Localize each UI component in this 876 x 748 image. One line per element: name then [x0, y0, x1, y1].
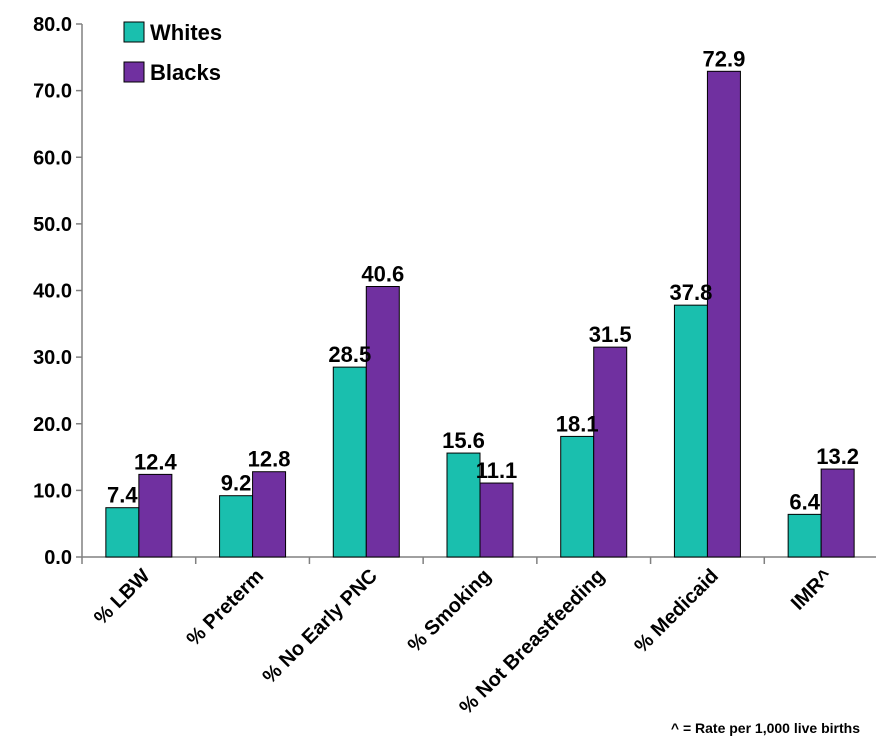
data-label-whites: 9.2 [221, 471, 252, 496]
data-label-blacks: 12.8 [248, 447, 291, 472]
data-labels: 7.4 9.2 28.5 15.6 18.1 37.8 6.4 12.4 12.8 40.6 11.… [107, 46, 859, 514]
y-tick-label: 60.0 [33, 147, 72, 169]
bar-blacks [252, 471, 287, 558]
bar-blacks [820, 468, 855, 558]
y-tick-label: 80.0 [33, 14, 72, 36]
data-label-whites: 7.4 [107, 483, 138, 508]
bar-blacks [706, 70, 741, 558]
data-label-blacks: 31.5 [589, 322, 632, 347]
y-tick-label: 0.0 [44, 547, 72, 569]
x-category-label: % Smoking [404, 565, 496, 657]
x-category-label: IMR^ [787, 565, 837, 615]
data-label-blacks: 72.9 [703, 46, 746, 71]
bar-whites [332, 366, 367, 558]
data-label-blacks: 12.4 [134, 449, 178, 474]
legend-label: Whites [150, 20, 222, 45]
data-label-blacks: 40.6 [361, 262, 404, 287]
data-label-whites: 6.4 [789, 489, 820, 514]
bar-blacks [138, 473, 173, 558]
bar-whites [219, 495, 254, 558]
y-axis: 0.0 10.0 20.0 30.0 40.0 50.0 60.0 70.0 80.0 [33, 14, 83, 569]
y-tick-label: 70.0 [33, 81, 72, 103]
x-category-label: % LBW [90, 565, 154, 629]
legend-swatch [123, 21, 145, 43]
x-category-label: % Medicaid [630, 565, 723, 658]
legend-label: Blacks [150, 60, 221, 85]
data-label-whites: 18.1 [556, 411, 599, 436]
data-label-blacks: 13.2 [816, 444, 859, 469]
bar-whites [673, 304, 708, 558]
footnote: ^ = Rate per 1,000 live births [670, 720, 860, 736]
bar-whites [787, 513, 822, 558]
bar-blacks [365, 286, 400, 558]
bar-blacks [479, 482, 514, 558]
x-category-label: % Preterm [183, 565, 269, 651]
y-tick-label: 50.0 [33, 214, 72, 236]
data-label-blacks: 11.1 [476, 458, 518, 483]
bar-blacks [593, 346, 628, 558]
y-tick-label: 40.0 [33, 281, 72, 303]
data-label-whites: 37.8 [670, 280, 713, 305]
y-tick-label: 10.0 [33, 480, 72, 502]
y-tick-label: 20.0 [33, 414, 72, 436]
legend: Whites Blacks [123, 20, 222, 85]
data-label-whites: 15.6 [442, 428, 485, 453]
legend-swatch [123, 61, 145, 83]
y-tick-label: 30.0 [33, 347, 72, 369]
bars [105, 70, 855, 558]
data-label-whites: 28.5 [328, 342, 371, 367]
bar-whites [105, 507, 140, 558]
bar-whites [560, 435, 595, 558]
x-category-label: % No Early PNC [259, 565, 382, 688]
x-axis: % LBW% Preterm% No Early PNC% Smoking% N… [81, 556, 876, 719]
